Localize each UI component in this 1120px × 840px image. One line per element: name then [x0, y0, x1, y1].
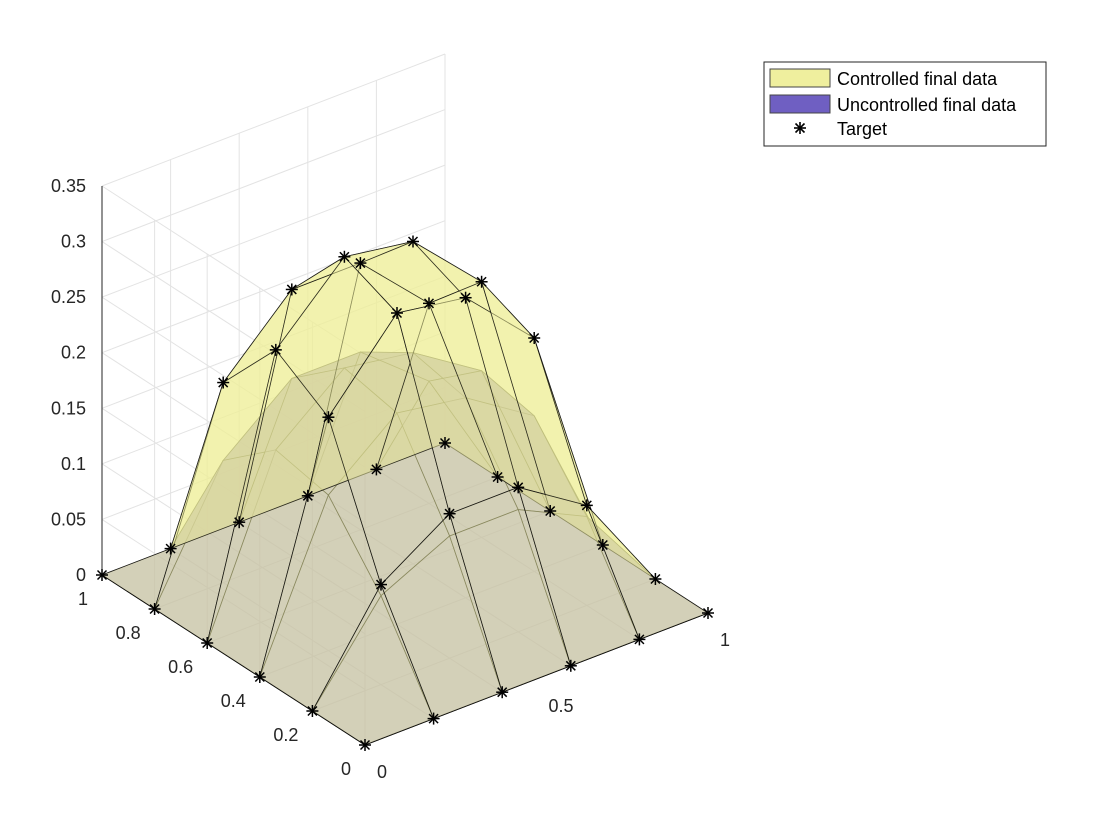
target-marker [459, 291, 472, 304]
z-tick-label: 0.15 [51, 398, 86, 418]
x-tick-label: 0.5 [549, 696, 574, 716]
z-tick-label: 0.1 [61, 454, 86, 474]
x-tick-label: 1 [720, 630, 730, 650]
legend-label-target: Target [837, 119, 887, 139]
target-marker [253, 671, 266, 683]
target-marker [148, 603, 161, 615]
target-marker [96, 569, 108, 581]
target-marker [375, 578, 387, 591]
z-tick-label: 0.05 [51, 509, 86, 529]
target-marker [475, 275, 488, 288]
target-marker [338, 250, 351, 263]
target-marker [528, 332, 541, 344]
target-marker [306, 705, 319, 717]
tick-labels: 0 0.05 0.1 0.15 0.2 0.25 0.3 0.35 0 0.2 0.4 0.6 0.8 1… [51, 176, 730, 782]
y-tick-label: 1 [78, 589, 88, 609]
z-tick-label: 0.3 [61, 232, 86, 252]
target-marker [233, 516, 246, 529]
target-marker [702, 607, 714, 619]
z-tick-label: 0.2 [61, 343, 86, 363]
y-tick-label: 0.4 [221, 691, 246, 711]
target-marker [491, 471, 504, 483]
target-marker [322, 411, 335, 424]
surface-controlled [101, 241, 709, 746]
target-marker [301, 489, 314, 502]
z-tick-label: 0 [76, 565, 86, 585]
target-marker [596, 539, 609, 551]
target-marker [164, 542, 177, 555]
legend-swatch-controlled [769, 68, 831, 88]
surfaces [101, 241, 709, 746]
grid-line-z-right [101, 53, 446, 187]
target-marker [544, 505, 557, 517]
y-tick-label: 0 [341, 759, 351, 779]
target-marker [354, 257, 367, 270]
y-tick-label: 0.8 [116, 623, 141, 643]
target-marker [443, 507, 456, 520]
target-marker [496, 686, 509, 699]
target-marker [201, 637, 214, 649]
z-tick-label: 0.25 [51, 287, 86, 307]
target-marker [285, 283, 298, 296]
grid-line-z-right [101, 164, 446, 298]
target-marker [580, 499, 593, 512]
target-marker [512, 481, 525, 494]
target-marker [427, 712, 440, 725]
grid-line-z-right [101, 109, 446, 243]
target-marker [217, 376, 230, 389]
target-marker [370, 463, 383, 476]
legend-marker-target [794, 122, 806, 134]
legend: Controlled final data Uncontrolled final… [763, 61, 1047, 147]
legend-label-uncontrolled: Uncontrolled final data [837, 95, 1017, 115]
target-marker [633, 633, 646, 646]
target-marker [649, 573, 662, 585]
z-tick-label: 0.35 [51, 176, 86, 196]
target-marker [359, 739, 371, 751]
grid-line-z-right [101, 220, 446, 354]
legend-swatch-uncontrolled [769, 94, 831, 114]
target-marker [423, 297, 435, 310]
y-tick-label: 0.6 [168, 657, 193, 677]
target-marker [564, 659, 577, 672]
y-tick-label: 0.2 [273, 725, 298, 745]
target-marker [439, 437, 451, 449]
target-marker [407, 235, 419, 248]
legend-label-controlled: Controlled final data [837, 69, 998, 89]
x-tick-label: 0 [377, 762, 387, 782]
target-marker [391, 307, 403, 319]
target-markers [96, 235, 714, 751]
target-marker [269, 343, 282, 356]
